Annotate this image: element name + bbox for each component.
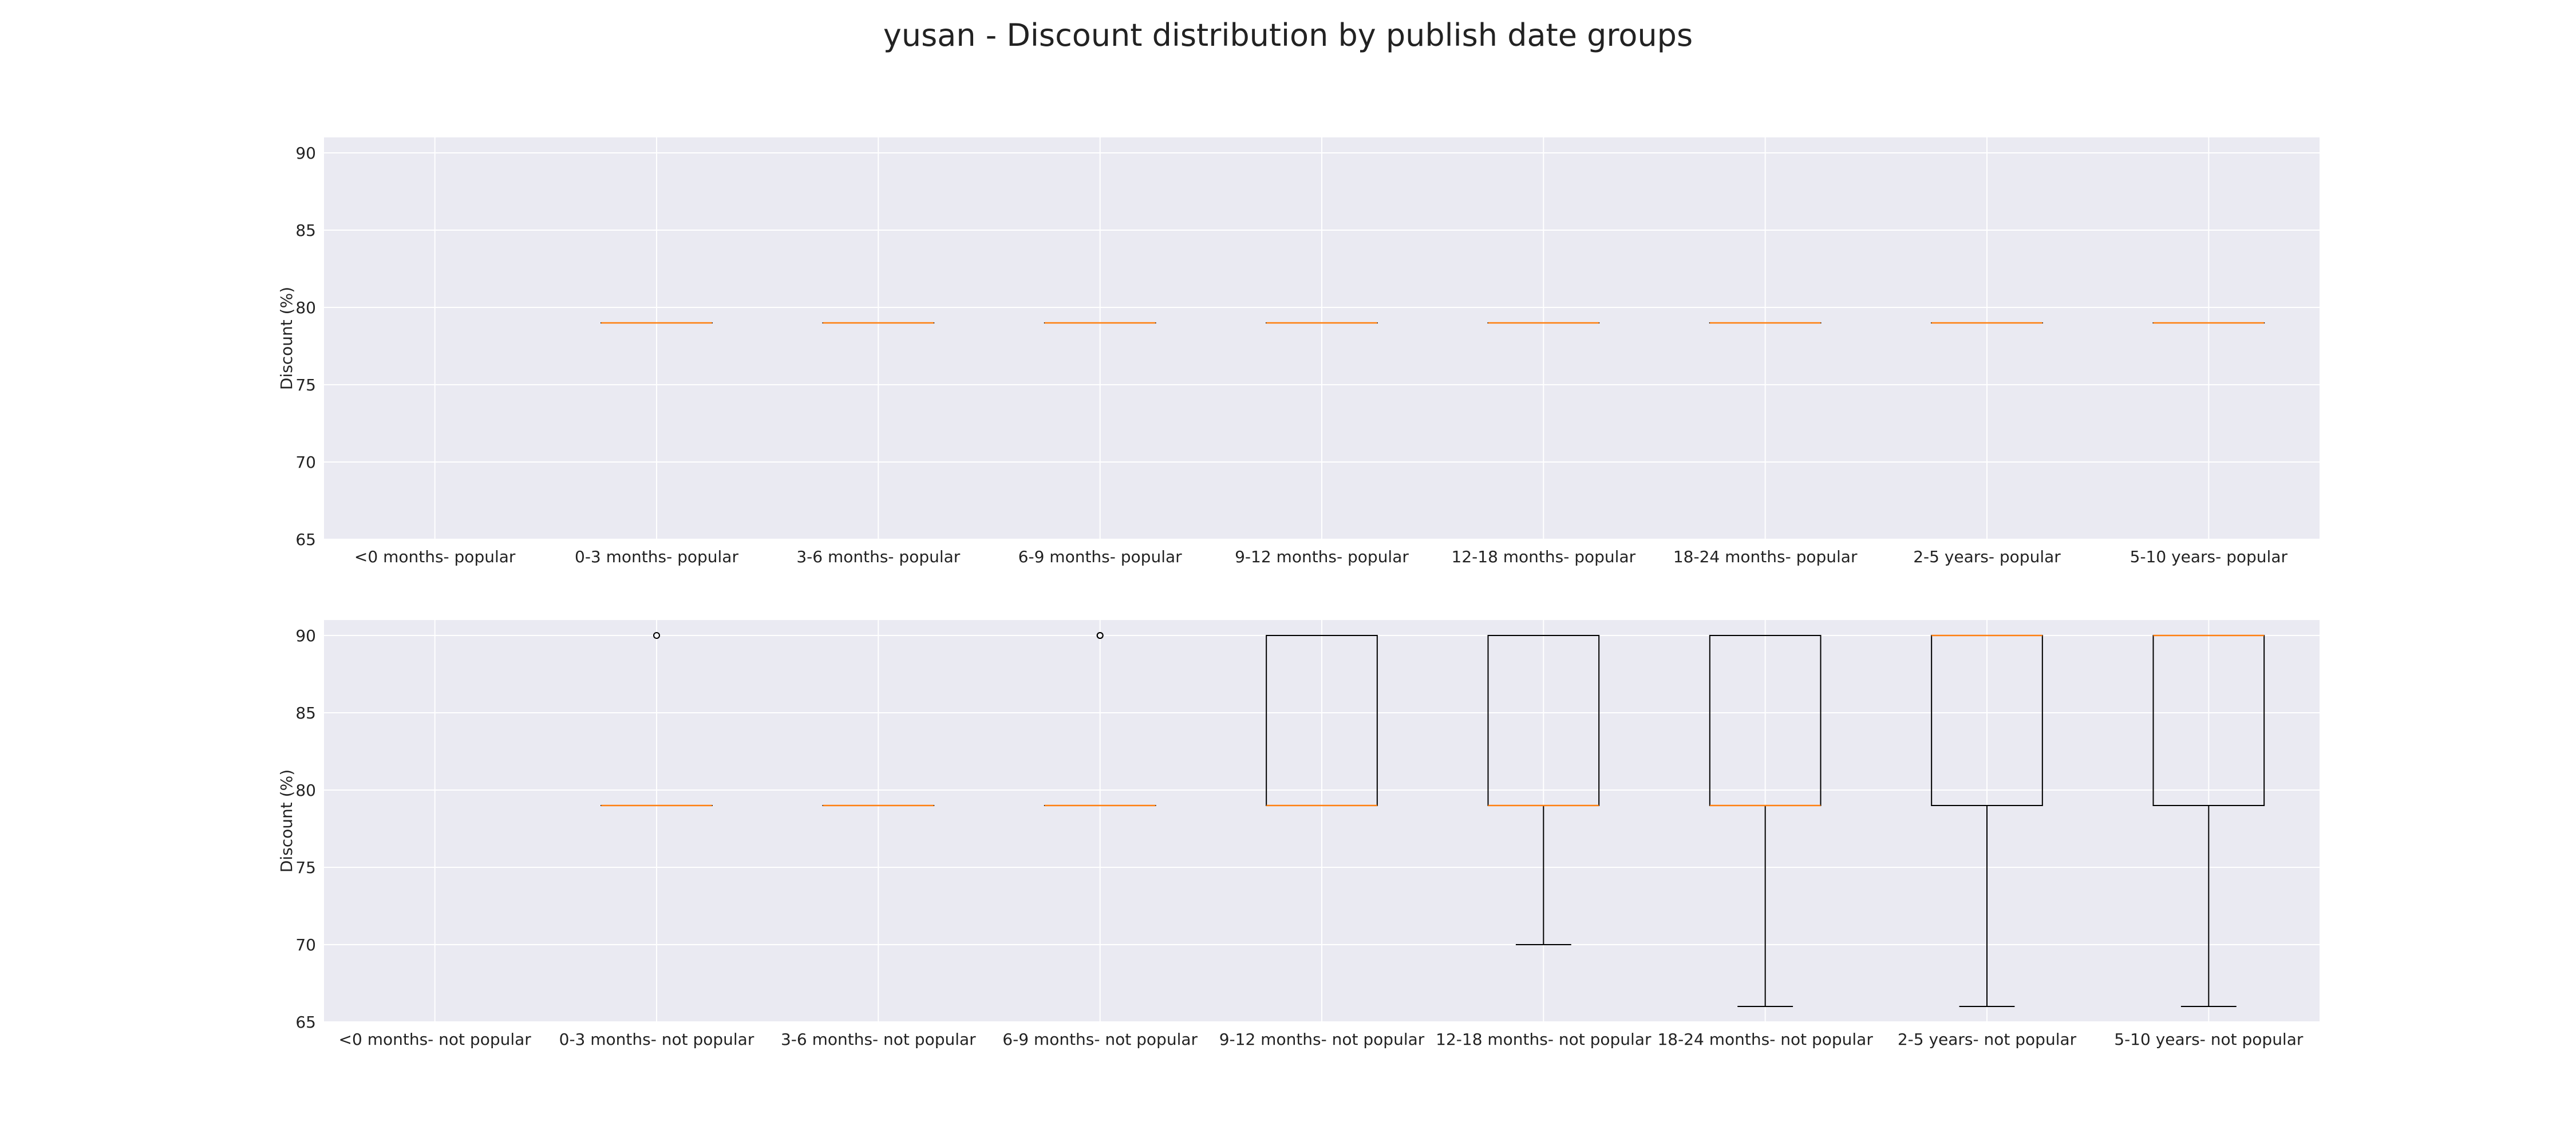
x-tick-label: 5-10 years- not popular bbox=[2114, 1030, 2304, 1049]
y-tick-label: 70 bbox=[295, 453, 316, 472]
y-tick-label: 65 bbox=[295, 1013, 316, 1032]
box-5 bbox=[1487, 635, 1600, 945]
box-4 bbox=[1266, 635, 1378, 807]
x-tick-label: 9-12 months- not popular bbox=[1219, 1030, 1425, 1049]
y-tick-label: 85 bbox=[295, 221, 316, 240]
y-tick-label: 85 bbox=[295, 704, 316, 722]
x-tick-label: 2-5 years- popular bbox=[1913, 547, 2061, 566]
x-tick-label: 2-5 years- not popular bbox=[1898, 1030, 2077, 1049]
x-tick-label: 5-10 years- popular bbox=[2130, 547, 2288, 566]
y-tick-label: 80 bbox=[295, 781, 316, 800]
y-tick-label: 75 bbox=[295, 858, 316, 877]
box-6 bbox=[1709, 635, 1822, 1007]
x-tick-label: 6-9 months- popular bbox=[1018, 547, 1182, 566]
x-tick-label: <0 months- not popular bbox=[339, 1030, 532, 1049]
y-axis-label: Discount (%) bbox=[277, 769, 296, 872]
y-axis-label: Discount (%) bbox=[277, 287, 296, 390]
y-tick-label: 70 bbox=[295, 935, 316, 954]
boxplot-panel-popular: 65 70 75 80 85 90 <0 months- popular 0-3 months… bbox=[277, 137, 2320, 566]
x-tick-label: 9-12 months- popular bbox=[1235, 547, 1409, 566]
x-tick-label: 6-9 months- not popular bbox=[1002, 1030, 1198, 1049]
x-tick-label: 3-6 months- popular bbox=[796, 547, 960, 566]
x-tick-label: 0-3 months- popular bbox=[575, 547, 738, 566]
y-tick-label: 90 bbox=[295, 626, 316, 645]
box-1 bbox=[600, 632, 713, 807]
x-tick-label: 12-18 months- popular bbox=[1452, 547, 1636, 566]
box-7 bbox=[1931, 634, 2043, 1007]
x-tick-label: 12-18 months- not popular bbox=[1436, 1030, 1652, 1049]
box-8 bbox=[2152, 634, 2265, 1007]
y-tick-label: 65 bbox=[295, 530, 316, 549]
chart-title: yusan - Discount distribution by publish… bbox=[883, 17, 1693, 53]
y-tick-label: 90 bbox=[295, 144, 316, 163]
boxplot-panel-not-popular: 65 70 75 80 85 90 <0 months- not popular 0-3 mo… bbox=[277, 620, 2320, 1049]
x-tick-label: 3-6 months- not popular bbox=[781, 1030, 976, 1049]
flier-point bbox=[653, 632, 660, 639]
x-tick-label: <0 months- popular bbox=[354, 547, 516, 566]
flier-point bbox=[1096, 632, 1104, 639]
x-tick-label: 18-24 months- not popular bbox=[1657, 1030, 1873, 1049]
y-tick-label: 80 bbox=[295, 298, 316, 317]
y-tick-label: 75 bbox=[295, 376, 316, 394]
box-3 bbox=[1044, 632, 1156, 807]
x-tick-label: 18-24 months- popular bbox=[1673, 547, 1858, 566]
x-tick-label: 0-3 months- not popular bbox=[559, 1030, 754, 1049]
